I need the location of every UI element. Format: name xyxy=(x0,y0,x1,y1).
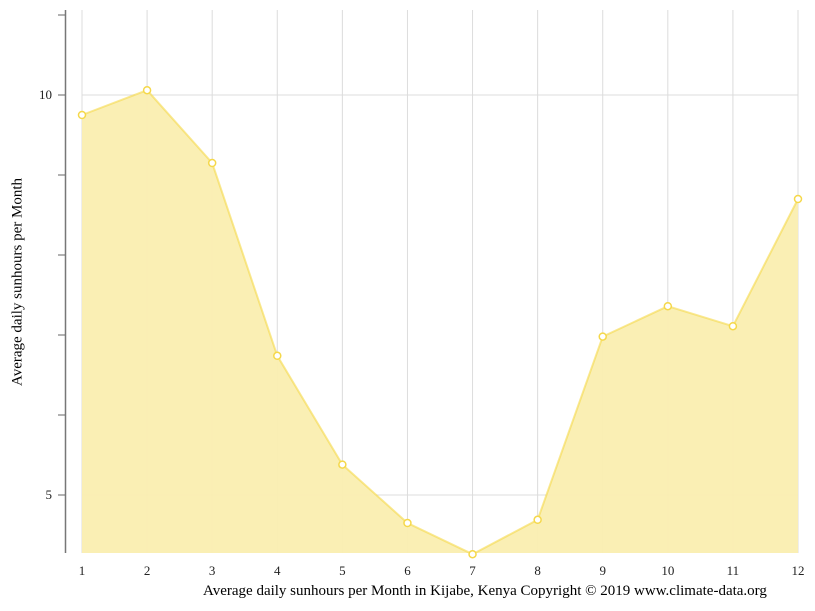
x-tick-label: 1 xyxy=(79,563,86,578)
x-axis-caption: Average daily sunhours per Month in Kija… xyxy=(203,583,767,599)
data-point xyxy=(338,460,347,469)
x-tick-label: 2 xyxy=(144,563,151,578)
x-tick-label: 8 xyxy=(534,563,541,578)
x-tick-label: 5 xyxy=(339,563,346,578)
x-tick-label: 3 xyxy=(209,563,216,578)
x-tick-label: 11 xyxy=(727,563,740,578)
data-point xyxy=(273,351,282,361)
y-tick-label: 5 xyxy=(46,487,53,502)
data-point xyxy=(77,110,87,120)
data-point xyxy=(663,301,673,311)
data-point xyxy=(142,85,152,95)
data-point xyxy=(468,549,477,559)
area-line xyxy=(81,89,799,556)
data-point xyxy=(598,332,607,341)
area-fill xyxy=(82,90,798,555)
data-point xyxy=(533,515,542,525)
y-axis-title: Average daily sunhours per Month xyxy=(9,177,26,387)
data-point xyxy=(207,158,217,168)
x-tick-label: 4 xyxy=(274,563,281,578)
x-tick-label: 9 xyxy=(599,563,606,578)
data-point xyxy=(728,321,738,331)
x-tick-label: 7 xyxy=(469,563,476,578)
x-tick-label: 12 xyxy=(792,563,805,578)
y-tick-label: 10 xyxy=(39,87,52,102)
data-point xyxy=(403,518,412,528)
data-point xyxy=(793,194,803,204)
x-tick-label: 6 xyxy=(404,563,411,578)
x-tick-label: 10 xyxy=(661,563,674,578)
